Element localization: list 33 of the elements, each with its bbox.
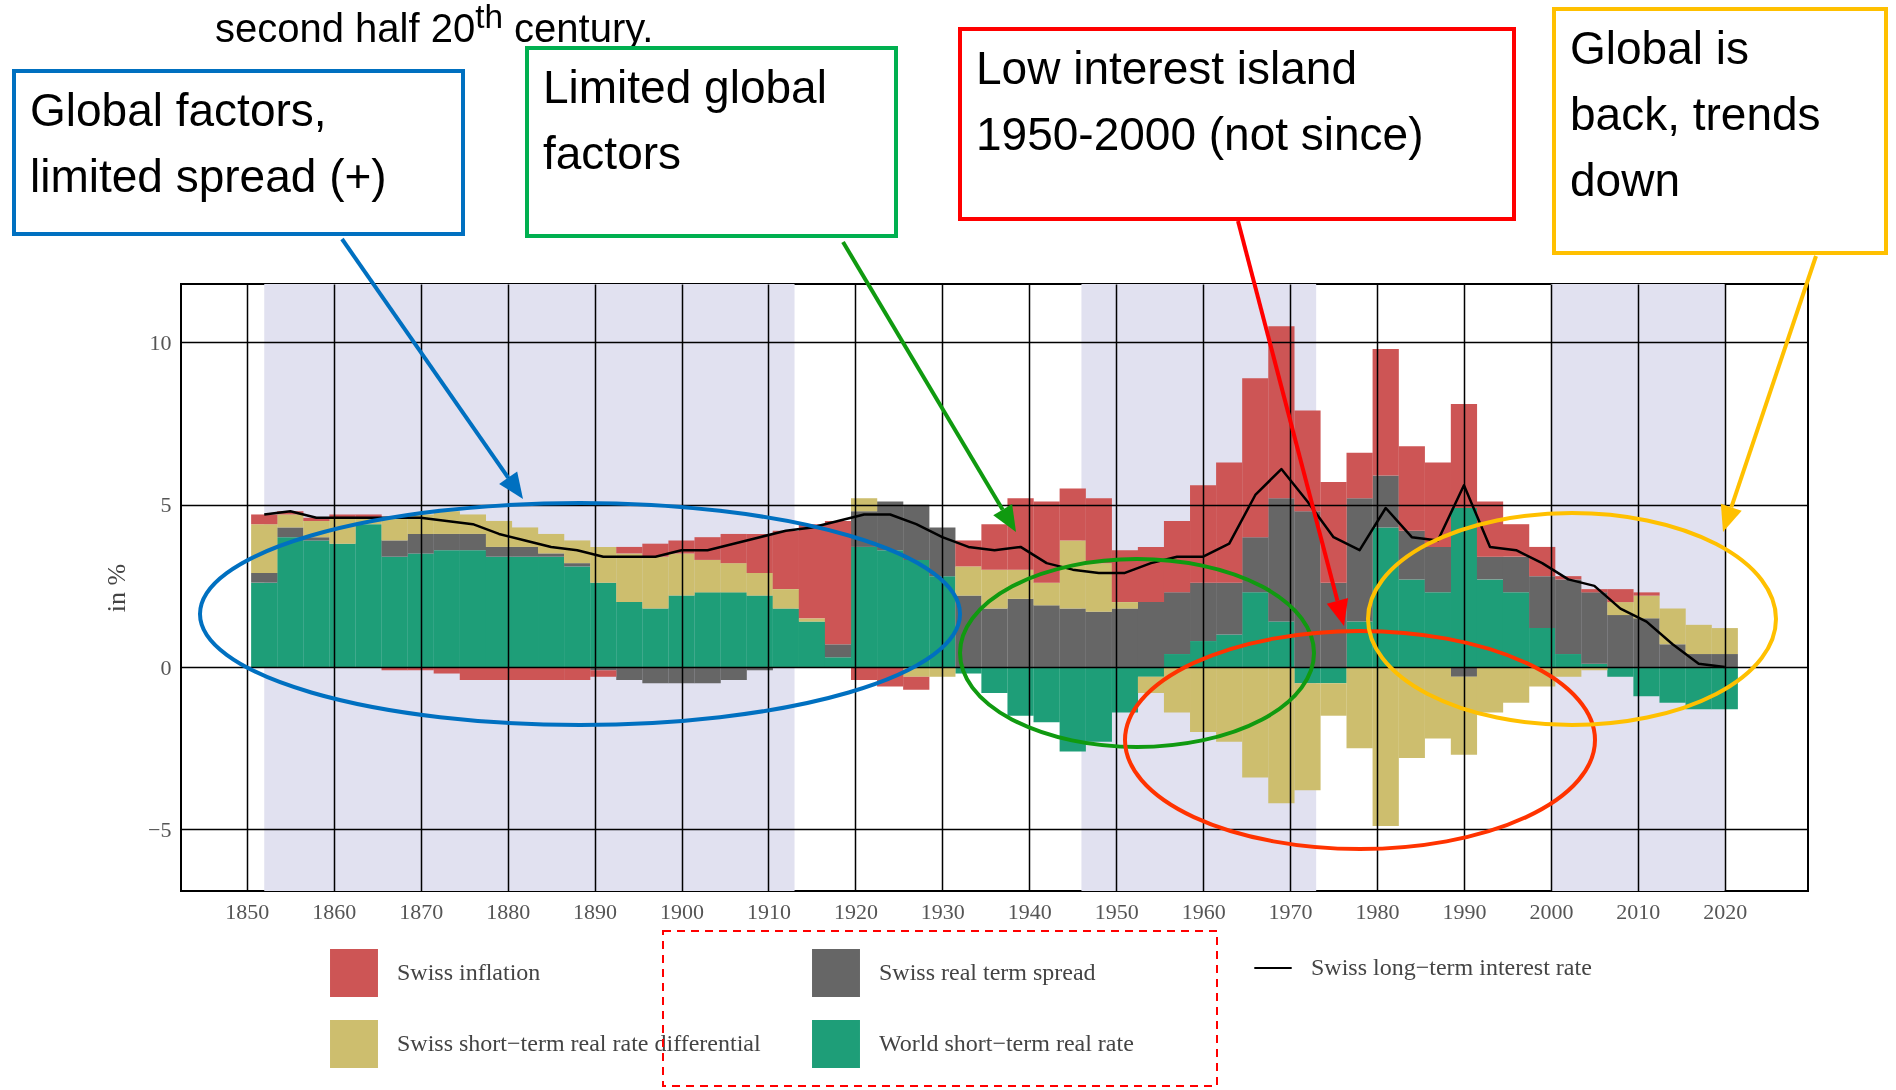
x-tick-label: 1950: [1094, 898, 1139, 924]
x-tick-label: 1890: [573, 898, 618, 924]
y-tick-label: 10: [149, 329, 172, 355]
x-tick-label: 2010: [1616, 898, 1661, 924]
x-tick-label: 1910: [746, 898, 791, 924]
x-tick-label: 1990: [1442, 898, 1487, 924]
text: second half 20$^{th}$ century.: [215, 0, 654, 52]
x-tick-label: 1960: [1181, 898, 1226, 924]
legend-label: Swiss inflation: [397, 959, 541, 986]
x-tick-label: 1970: [1268, 898, 1313, 924]
text: Low interest island 1950-2000 (not since): [976, 42, 1424, 160]
legend-label: Swiss short−term real rate differential: [397, 1030, 761, 1056]
x-tick-label: 1850: [225, 898, 270, 924]
y-tick-label: 0: [160, 654, 172, 680]
x-tick-label: 1920: [833, 898, 878, 924]
x-tick-label: 1880: [486, 898, 531, 924]
y-tick-label: 5: [160, 492, 172, 518]
y-axis-title: in %: [102, 563, 132, 613]
x-tick-label: 1930: [920, 898, 965, 924]
x-tick-label: 1900: [660, 898, 705, 924]
x-tick-label: 1860: [312, 898, 357, 924]
x-tick-label: 1940: [1007, 898, 1052, 924]
x-tick-label: 2000: [1529, 898, 1574, 924]
x-tick-label: 2020: [1703, 898, 1748, 924]
x-tick-label: 1980: [1355, 898, 1400, 924]
legend-label: Swiss real term spread: [879, 959, 1096, 986]
text: Limited global factors: [543, 61, 827, 179]
legend-label: Swiss long−term interest rate: [1311, 954, 1592, 980]
y-tick-label: −5: [148, 816, 172, 842]
text: Global is back, trends down: [1570, 22, 1821, 206]
text: Global factors, limited spread (+): [30, 84, 387, 202]
legend-label: World short−term real rate: [879, 1030, 1134, 1056]
x-tick-label: 1870: [399, 898, 444, 924]
